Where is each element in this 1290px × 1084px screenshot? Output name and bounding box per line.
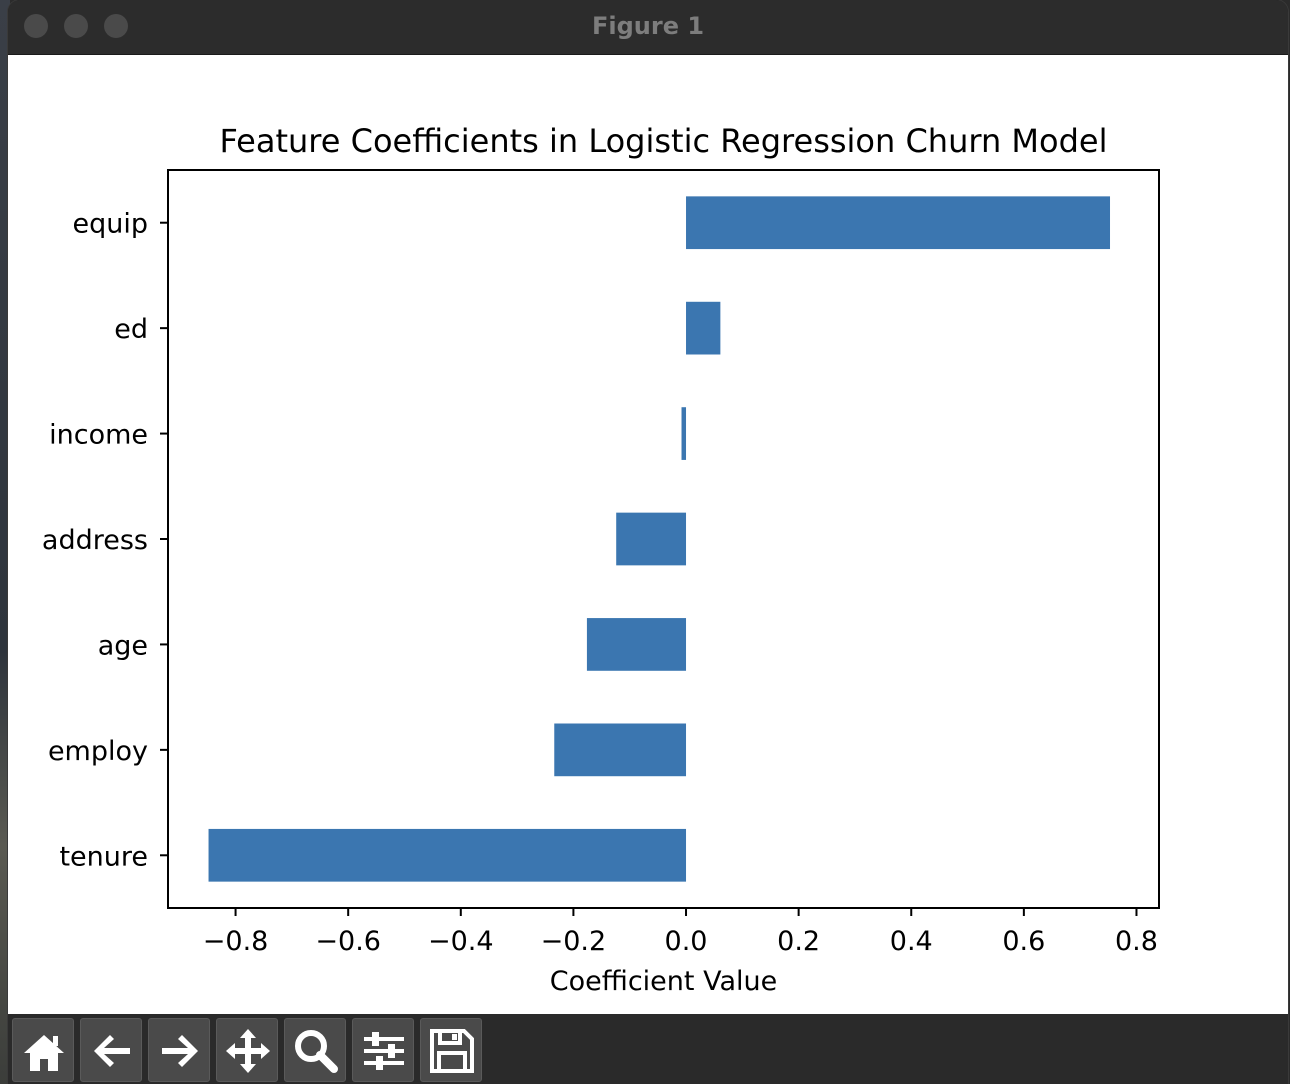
y-tick-label-income: income [49,420,148,451]
y-tick-label-equip: equip [72,209,148,240]
chart-title: Feature Coefficients in Logistic Regress… [220,122,1108,160]
forward-arrow-icon [162,1035,198,1067]
forward-button[interactable] [148,1018,210,1082]
x-tick-label: 0.8 [1115,926,1158,957]
window-title: Figure 1 [591,12,705,40]
zoom-magnifier-icon [295,1030,338,1073]
bar-tenure [208,828,687,882]
bar-equip [686,196,1111,250]
configure-subplots-icon [364,1032,404,1070]
desktop-background-strip [0,0,10,1084]
navigation-toolbar [8,1014,1288,1084]
home-icon [24,1035,64,1071]
bar-chart: Feature Coefficients in Logistic Regress… [42,122,1160,997]
bar-age [586,618,687,671]
x-tick-label: −0.8 [203,926,269,957]
x-tick-label: 0.2 [777,926,820,957]
configure-subplots-button[interactable] [352,1018,414,1082]
x-tick-label: 0.0 [665,926,708,957]
save-button[interactable] [420,1018,482,1082]
zoom-button[interactable] [284,1018,346,1082]
y-tick-label-ed: ed [114,314,148,345]
minimize-window-button[interactable] [64,14,88,38]
x-tick-label: −0.4 [428,926,494,957]
x-tick-label: −0.2 [541,926,607,957]
y-tick-label-employ: employ [48,736,148,767]
close-window-button[interactable] [24,14,48,38]
zoom-window-button[interactable] [104,14,128,38]
back-button[interactable] [80,1018,142,1082]
figure-canvas[interactable]: Feature Coefficients in Logistic Regress… [8,55,1288,1014]
bar-address [616,512,687,566]
y-tick-label-age: age [98,630,148,661]
figure-window: Figure 1 Feature Coefficients in Logisti… [8,0,1288,1084]
x-axis-label: Coefficient Value [550,966,777,997]
pan-move-icon [226,1029,270,1073]
x-tick-label: 0.6 [1002,926,1045,957]
y-tick-label-address: address [42,525,148,556]
pan-button[interactable] [216,1018,278,1082]
back-arrow-icon [94,1035,130,1067]
plot-frame [167,169,1160,909]
y-tick-label-tenure: tenure [59,841,148,872]
bar-employ [554,723,687,777]
bar-ed [686,301,721,355]
bar-income [681,407,687,460]
x-tick-label: 0.4 [890,926,933,957]
save-floppy-icon [430,1029,474,1073]
x-tick-label: −0.6 [315,926,381,957]
title-bar[interactable]: Figure 1 [8,0,1288,55]
home-button[interactable] [12,1018,74,1082]
